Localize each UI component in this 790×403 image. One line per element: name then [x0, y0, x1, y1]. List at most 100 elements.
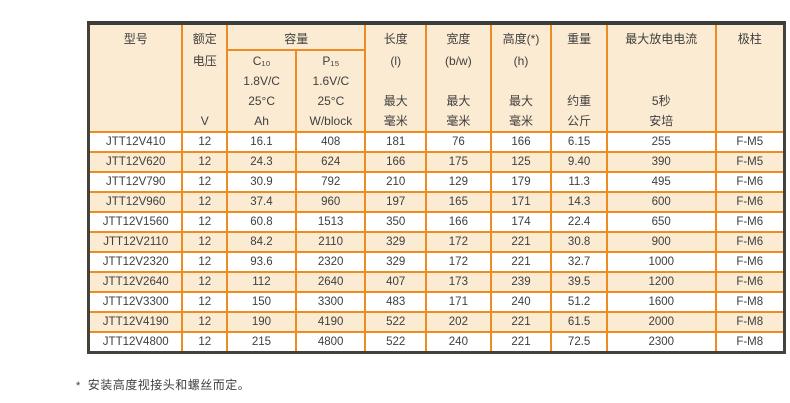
header-line	[608, 71, 715, 91]
header-line: 毫米	[446, 114, 471, 128]
cell-height: 125	[489, 151, 553, 173]
cell-weight: 6.15	[550, 131, 608, 153]
cell-width: 76	[425, 131, 492, 153]
cell-terminal: F-M5	[714, 151, 786, 173]
cell-weight: 51.2	[550, 291, 608, 313]
cell-model: JTT12V620	[87, 151, 184, 173]
cell-height: 221	[489, 251, 553, 273]
cell-p15-w: 960	[294, 191, 367, 213]
header-line: Ah	[254, 114, 269, 128]
cell-model: JTT12V4800	[87, 331, 184, 354]
cell-length: 483	[364, 291, 428, 313]
table-row: JTT12V1560 12 60.8 1513 350 166 174 22.4 650 F-M6	[87, 211, 786, 233]
header-line: W/block	[309, 114, 353, 128]
table-row: JTT12V790 12 30.9 792 210 129 179 11.3 495 F-M6	[87, 171, 786, 193]
cell-voltage: 12	[181, 271, 228, 293]
cell-terminal: F-M6	[714, 171, 786, 193]
col-header-weight: 重量 约重 公斤	[550, 22, 608, 133]
header-line	[717, 51, 783, 71]
header-line	[717, 111, 783, 131]
table-row: JTT12V2640 12 112 2640 407 173 239 39.5 1200 F-M6	[87, 271, 786, 293]
cell-p15-w: 3300	[294, 291, 367, 313]
cell-c10-ah: 190	[225, 311, 297, 333]
cell-length: 166	[364, 151, 428, 173]
table-row: JTT12V410 12 16.1 408 181 76 166 6.15 255 F-M5	[87, 131, 786, 153]
cell-weight: 39.5	[550, 271, 608, 293]
cell-p15-w: 624	[294, 151, 367, 173]
cell-voltage: 12	[181, 331, 228, 354]
cell-weight: 72.5	[550, 331, 608, 354]
battery-spec-table: 型号 额定 电压 V 容量 C₁₀ 1.8V/C 25°C Ah P₁₅ 1.6V/C 25°…	[87, 21, 786, 354]
cell-voltage: 12	[181, 251, 228, 273]
header-line	[492, 71, 551, 91]
cell-width: 172	[425, 231, 492, 253]
cell-c10-ah: 215	[225, 331, 297, 354]
col-header-length: 长度 (l) 最大 毫米	[364, 22, 428, 133]
asterisk-icon: *	[76, 380, 81, 392]
cell-p15-w: 2320	[294, 251, 367, 273]
footnote-text: 安装高度视接头和螺丝而定。	[87, 378, 251, 392]
cell-voltage: 12	[181, 231, 228, 253]
header-line	[717, 91, 783, 111]
col-header-terminal: 极柱	[714, 22, 786, 133]
cell-c10-ah: 24.3	[225, 151, 297, 173]
cell-width: 171	[425, 291, 492, 313]
cell-c10-ah: 84.2	[225, 231, 297, 253]
cell-model: JTT12V1560	[87, 211, 184, 233]
header-line: 毫米	[383, 114, 408, 128]
header-line: 重量	[567, 32, 592, 46]
cell-max-current: 1000	[605, 251, 717, 273]
cell-terminal: F-M8	[714, 291, 786, 313]
cell-model: JTT12V410	[87, 131, 184, 153]
header-line: 电压	[192, 54, 217, 68]
header-line	[427, 71, 490, 91]
header-row: 型号 额定 电压 V 容量 C₁₀ 1.8V/C 25°C Ah P₁₅ 1.6V/C 25°…	[87, 22, 786, 133]
cell-height: 240	[489, 291, 553, 313]
header-line: 最大	[383, 94, 408, 108]
cell-height: 166	[489, 131, 553, 153]
cell-max-current: 2300	[605, 331, 717, 354]
col-header-max-discharge-current: 最大放电电流 5秒 安培	[605, 22, 717, 133]
header-line: 高度(*)	[502, 32, 540, 46]
cell-max-current: 1200	[605, 271, 717, 293]
header-line: 公斤	[567, 114, 592, 128]
cell-voltage: 12	[181, 131, 228, 153]
cell-c10-ah: 93.6	[225, 251, 297, 273]
col-header-model: 型号	[87, 22, 184, 133]
cell-p15-w: 2110	[294, 231, 367, 253]
header-line	[552, 71, 606, 91]
capacity-subheaders: C₁₀ 1.8V/C 25°C Ah P₁₅ 1.6V/C 25°C W/block	[228, 51, 364, 131]
cell-max-current: 900	[605, 231, 717, 253]
header-line: 最大放电电流	[625, 32, 698, 46]
cell-weight: 32.7	[550, 251, 608, 273]
cell-max-current: 1600	[605, 291, 717, 313]
cell-voltage: 12	[181, 171, 228, 193]
footnote: * 安装高度视接头和螺丝而定。	[76, 376, 250, 393]
table-row: JTT12V2320 12 93.6 2320 329 172 221 32.7 1000 F-M…	[87, 251, 786, 273]
cell-height: 174	[489, 211, 553, 233]
cell-voltage: 12	[181, 151, 228, 173]
col-header-capacity: 容量 C₁₀ 1.8V/C 25°C Ah P₁₅ 1.6V/C 25°C W/block	[225, 22, 367, 133]
cell-length: 329	[364, 231, 428, 253]
header-line	[717, 71, 783, 91]
cell-width: 173	[425, 271, 492, 293]
col-header-p15: P₁₅ 1.6V/C 25°C W/block	[295, 51, 364, 131]
cell-voltage: 12	[181, 191, 228, 213]
capacity-title: 容量	[227, 25, 365, 51]
header-line	[90, 71, 181, 91]
header-line: 最大	[509, 94, 534, 108]
table-row: JTT12V4800 12 215 4800 522 240 221 72.5 2300 F-M8	[87, 331, 786, 354]
cell-height: 179	[489, 171, 553, 193]
cell-terminal: F-M8	[714, 311, 786, 333]
cell-terminal: F-M6	[714, 211, 786, 233]
cell-max-current: 600	[605, 191, 717, 213]
cell-height: 239	[489, 271, 553, 293]
header-line: P₁₅	[322, 54, 340, 68]
cell-height: 221	[489, 231, 553, 253]
header-line: 最大	[446, 94, 471, 108]
header-line	[90, 111, 181, 131]
cell-c10-ah: 30.9	[225, 171, 297, 193]
cell-length: 522	[364, 311, 428, 333]
cell-c10-ah: 37.4	[225, 191, 297, 213]
